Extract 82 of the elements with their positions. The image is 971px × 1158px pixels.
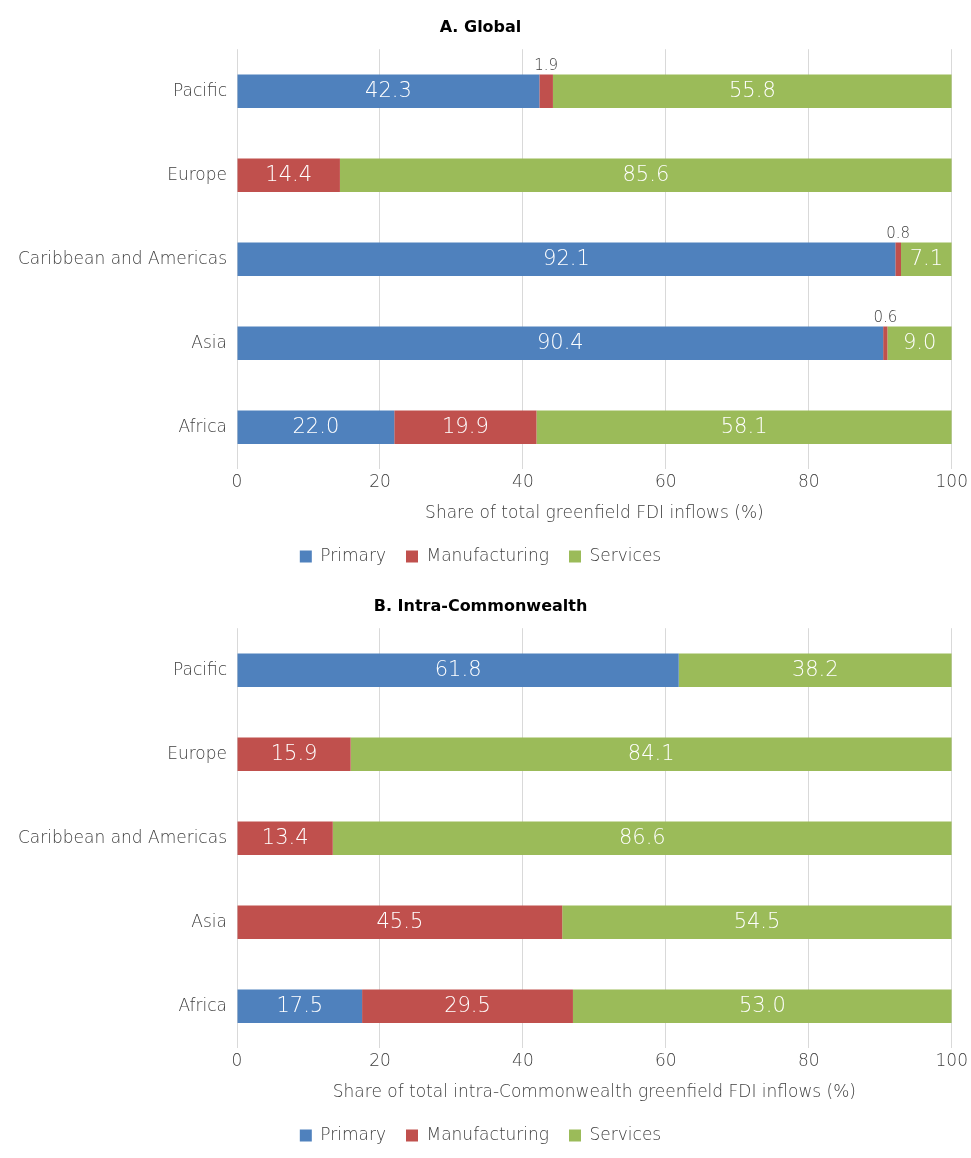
data-label: 45.5 — [376, 908, 424, 933]
data-label: 42.3 — [365, 77, 412, 102]
x-tick-label: 80 — [798, 470, 820, 491]
y-tick-label: Caribbean and Americas — [17, 247, 228, 268]
y-tick-label: Pacific — [172, 658, 228, 679]
y-tick-label: Pacific — [172, 79, 228, 100]
data-label: 22.0 — [292, 413, 340, 438]
x-axis-title: Share of total greenfield FDI inflows (%) — [425, 502, 764, 523]
data-label: 54.5 — [733, 908, 781, 933]
bar — [678, 653, 952, 687]
legend-label: Primary — [320, 544, 387, 565]
x-tick-label: 20 — [369, 470, 391, 491]
bar — [539, 74, 553, 108]
data-label: 58.1 — [720, 413, 768, 438]
bar — [237, 905, 563, 939]
bar — [394, 410, 537, 444]
bar — [883, 326, 888, 360]
y-tick-label: Asia — [191, 331, 228, 352]
data-label: 1.9 — [534, 55, 559, 74]
bar — [536, 410, 952, 444]
bar — [237, 410, 395, 444]
bar — [901, 242, 952, 276]
y-tick-label: Africa — [178, 415, 228, 436]
chart-title: B. Intra-Commonwealth — [373, 595, 588, 615]
bar — [895, 242, 902, 276]
data-label: 55.8 — [728, 77, 776, 102]
data-label: 0.6 — [873, 307, 898, 326]
x-tick-label: 20 — [369, 1049, 391, 1070]
data-label: 0.8 — [886, 223, 911, 242]
data-label: 86.6 — [618, 824, 666, 849]
bar — [552, 74, 952, 108]
bar — [237, 158, 340, 192]
bar — [562, 905, 952, 939]
data-label: 15.9 — [270, 740, 318, 765]
x-tick-label: 0 — [231, 470, 243, 491]
data-label: 13.4 — [261, 824, 309, 849]
bar — [237, 74, 540, 108]
chart-title: A. Global — [439, 16, 522, 36]
data-label: 85.6 — [622, 161, 670, 186]
data-label: 14.4 — [265, 161, 313, 186]
legend-label: Primary — [320, 1123, 387, 1144]
x-tick-label: 80 — [798, 1049, 820, 1070]
data-label: 38.2 — [791, 656, 839, 681]
data-label: 17.5 — [276, 992, 324, 1017]
bar — [237, 821, 333, 855]
data-label: 9.0 — [902, 329, 937, 354]
x-tick-label: 100 — [935, 470, 968, 491]
data-label: 19.9 — [441, 413, 489, 438]
y-tick-label: Europe — [167, 742, 228, 763]
bar — [572, 989, 952, 1023]
x-tick-label: 60 — [655, 470, 677, 491]
x-tick-label: 40 — [512, 470, 534, 491]
legend-label: Services — [589, 1123, 662, 1144]
x-tick-label: 40 — [512, 1049, 534, 1070]
y-tick-label: Africa — [178, 994, 228, 1015]
bar — [237, 653, 679, 687]
bar — [237, 242, 896, 276]
data-label: 29.5 — [444, 992, 491, 1017]
bar — [237, 326, 884, 360]
data-label: 90.4 — [536, 329, 584, 354]
y-tick-label: Europe — [167, 163, 228, 184]
data-label: 92.1 — [543, 245, 590, 270]
bar — [339, 158, 952, 192]
x-axis-title: Share of total intra-Commonwealth greenfield FDI inflows (%) — [332, 1081, 856, 1102]
bar — [350, 737, 952, 771]
bar — [237, 737, 351, 771]
legend-label: Services — [589, 544, 662, 565]
legend-label: Manufacturing — [426, 544, 550, 565]
x-tick-label: 60 — [655, 1049, 677, 1070]
bar — [237, 989, 363, 1023]
data-label: 7.1 — [909, 245, 944, 270]
bar — [362, 989, 573, 1023]
bar — [887, 326, 952, 360]
y-tick-label: Caribbean and Americas — [17, 826, 228, 847]
data-label: 84.1 — [627, 740, 675, 765]
x-tick-label: 0 — [231, 1049, 243, 1070]
x-tick-label: 100 — [935, 1049, 968, 1070]
legend-label: Manufacturing — [426, 1123, 550, 1144]
y-tick-label: Asia — [191, 910, 228, 931]
data-label: 53.0 — [738, 992, 786, 1017]
bar — [332, 821, 952, 855]
data-label: 61.8 — [434, 656, 482, 681]
